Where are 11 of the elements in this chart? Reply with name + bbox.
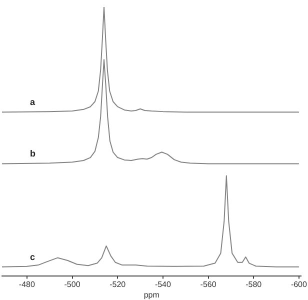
x-tick-label: -580 (246, 280, 262, 289)
x-tick-label: -560 (200, 280, 217, 289)
x-tick-label: -540 (154, 280, 172, 289)
series-label: c (30, 252, 36, 262)
series-label: a (30, 97, 36, 108)
x-tick-label: -480 (18, 280, 36, 289)
x-tick-label: -500 (64, 280, 81, 289)
series-label: b (30, 148, 36, 159)
x-tick-label: -600 (290, 280, 308, 289)
x-axis-title: ppm (144, 290, 160, 300)
x-tick-label: -520 (110, 280, 126, 289)
